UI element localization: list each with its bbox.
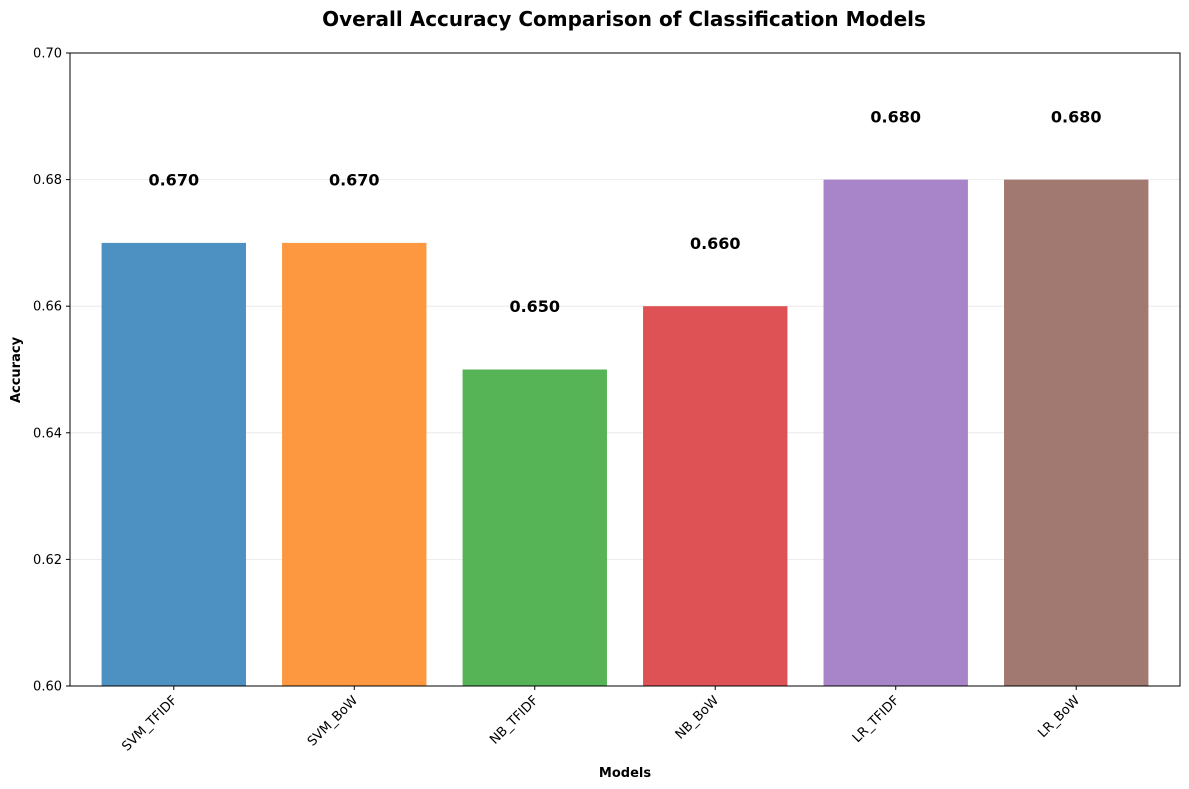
y-tick-label: 0.66 [33, 300, 62, 315]
data-label: 0.670 [329, 171, 380, 190]
y-tick-label: 0.60 [33, 680, 62, 695]
x-tick-label: SVM_BoW [305, 693, 361, 749]
bars [101, 179, 1149, 686]
bar-svm-bow [282, 242, 427, 686]
data-label: 0.680 [1051, 107, 1102, 126]
y-axis-label: Accuracy [9, 336, 24, 403]
data-label: 0.680 [870, 107, 921, 126]
chart-title: Overall Accuracy Comparison of Classific… [322, 7, 926, 31]
bar-lr-tfidf [823, 179, 968, 686]
bar-lr-bow [1004, 179, 1149, 686]
x-tick-label: LR_TFIDF [850, 693, 903, 746]
plot-frame [69, 52, 1181, 687]
data-labels: 0.670 0.670 0.650 0.660 0.680 0.680 [148, 107, 1101, 316]
data-label: 0.650 [509, 297, 560, 316]
x-axis-label: Models [599, 766, 651, 781]
y-tick-label: 0.70 [33, 47, 62, 62]
data-label: 0.670 [148, 171, 199, 190]
x-tick-label: SVM_TFIDF [119, 693, 180, 754]
bar-nb-bow [643, 306, 788, 686]
y-axis-ticks: 0.60 0.62 0.64 0.66 0.68 0.70 [33, 47, 70, 695]
y-tick-label: 0.68 [33, 173, 62, 188]
x-tick-label: NB_TFIDF [487, 693, 541, 747]
x-tick-label: LR_BoW [1035, 693, 1083, 741]
x-axis-ticks: SVM_TFIDF SVM_BoW NB_TFIDF NB_BoW LR_TFIDF LR… [119, 686, 1083, 754]
bar-svm-tfidf [101, 242, 246, 686]
data-label: 0.660 [690, 234, 741, 253]
x-tick-label: NB_BoW [673, 693, 723, 743]
y-tick-label: 0.64 [33, 426, 62, 441]
bar-nb-tfidf [462, 369, 607, 686]
y-tick-label: 0.62 [33, 553, 62, 568]
